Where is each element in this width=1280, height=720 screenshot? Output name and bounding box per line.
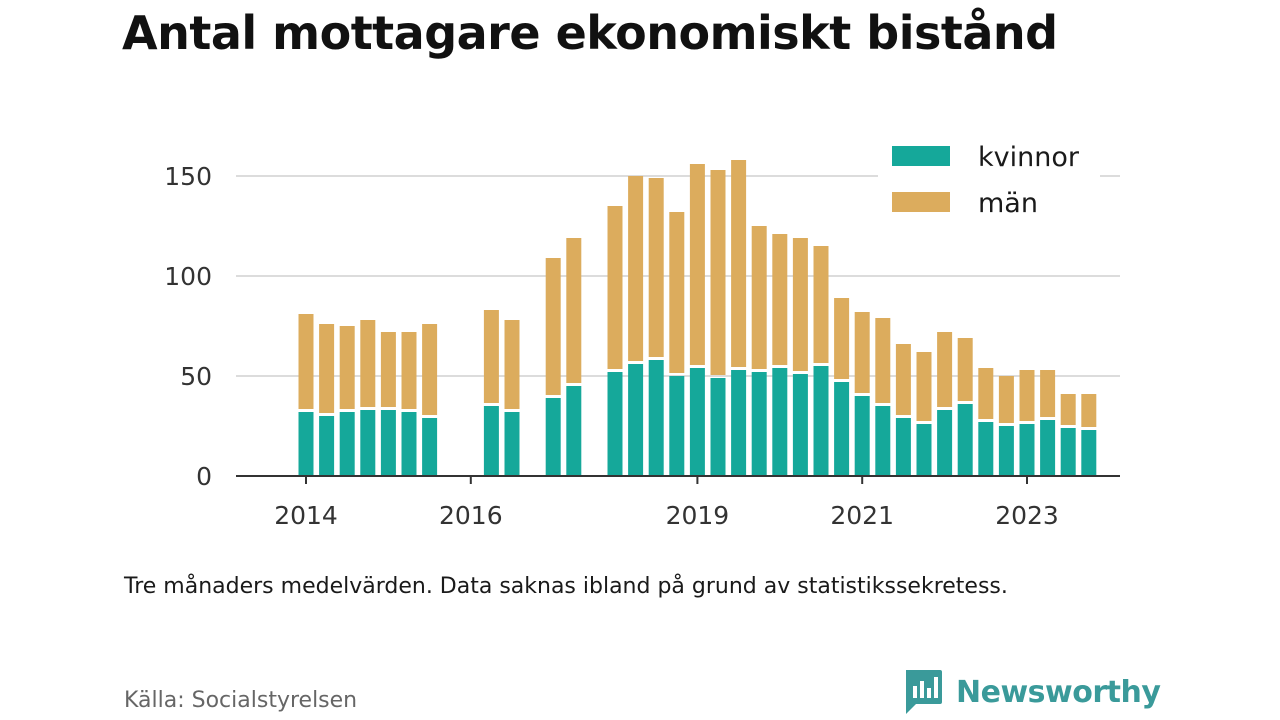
bar-män (504, 320, 520, 409)
bar-kvinnor (669, 376, 685, 476)
bar-kvinnor (731, 370, 747, 476)
bar-kvinnor (937, 410, 953, 476)
stacked-bar-chart: 0 50 100 150 2014 2016 2019 2021 2023 kvinnor män (164, 134, 1120, 530)
bar-män (937, 332, 953, 407)
bar-män (772, 234, 788, 365)
newsworthy-logo-icon (906, 670, 942, 714)
bar-män (483, 310, 499, 403)
bar-män (895, 344, 911, 415)
bar-kvinnor (978, 422, 994, 476)
bar-män (1081, 394, 1097, 427)
bar-män (710, 170, 726, 375)
bar-kvinnor (628, 364, 644, 476)
y-tick-label: 0 (196, 462, 212, 491)
chart-title: Antal mottagare ekonomiskt bistånd (122, 6, 1058, 60)
bar-kvinnor (751, 372, 767, 476)
x-tick-label: 2014 (274, 501, 338, 530)
bar-män (834, 298, 850, 379)
bar-kvinnor (1040, 420, 1056, 476)
bar-män (689, 164, 705, 365)
bar-kvinnor (895, 418, 911, 476)
bar-män (916, 352, 932, 421)
bar-män (401, 332, 417, 409)
bar-män (731, 160, 747, 367)
bar-kvinnor (607, 372, 623, 476)
bar-kvinnor (648, 360, 664, 476)
legend-label-kvinnor: kvinnor (978, 142, 1080, 173)
legend-label-män: män (978, 188, 1038, 219)
bar-kvinnor (380, 410, 396, 476)
bar-män (751, 226, 767, 369)
bar-kvinnor (689, 368, 705, 476)
bar-män (319, 324, 335, 413)
x-tick-label: 2016 (439, 501, 503, 530)
bar-män (1019, 370, 1035, 421)
newsworthy-logo: Newsworthy (902, 668, 1161, 716)
bar-kvinnor (772, 368, 788, 476)
bar-kvinnor (566, 386, 582, 476)
bar-kvinnor (834, 382, 850, 476)
legend-swatch-kvinnor (892, 146, 950, 166)
x-tick-label: 2023 (995, 501, 1059, 530)
bar-kvinnor (319, 416, 335, 476)
bar-kvinnor (957, 404, 973, 476)
bar-män (1060, 394, 1076, 425)
y-tick-label: 150 (164, 162, 212, 191)
bar-kvinnor (401, 412, 417, 476)
bar-män (422, 324, 438, 415)
bar-kvinnor (504, 412, 520, 476)
bar-män (854, 312, 870, 393)
brand-name: Newsworthy (956, 674, 1161, 710)
bar-män (875, 318, 891, 403)
bar-män (298, 314, 314, 409)
bar-kvinnor (854, 396, 870, 476)
bar-kvinnor (422, 418, 438, 476)
bar-män (628, 176, 644, 361)
x-tick-label: 2019 (666, 501, 730, 530)
bar-män (566, 238, 582, 383)
bar-kvinnor (1060, 428, 1076, 476)
bar-kvinnor (875, 406, 891, 476)
bar-män (607, 206, 623, 369)
bar-män (998, 376, 1014, 423)
legend-swatch-män (892, 192, 950, 212)
bar-kvinnor (545, 398, 561, 476)
bar-män (339, 326, 355, 409)
bar-kvinnor (916, 424, 932, 476)
axes: 0 50 100 150 2014 2016 2019 2021 2023 (164, 162, 1120, 530)
bar-män (957, 338, 973, 401)
bar-kvinnor (360, 410, 376, 476)
bar-män (813, 246, 829, 363)
bar-män (978, 368, 994, 419)
bar-kvinnor (1081, 430, 1097, 476)
bar-män (380, 332, 396, 407)
bar-kvinnor (339, 412, 355, 476)
x-tick-label: 2021 (830, 501, 894, 530)
y-tick-label: 50 (180, 362, 212, 391)
legend: kvinnor män (878, 134, 1100, 230)
bar-kvinnor (1019, 424, 1035, 476)
bar-kvinnor (298, 412, 314, 476)
bar-kvinnor (710, 378, 726, 476)
bars (298, 160, 1097, 476)
bar-kvinnor (813, 366, 829, 476)
bar-män (648, 178, 664, 357)
bar-kvinnor (483, 406, 499, 476)
bar-kvinnor (998, 426, 1014, 476)
bar-män (792, 238, 808, 371)
chart-note: Tre månaders medelvärden. Data saknas ib… (124, 574, 1008, 599)
bar-män (669, 212, 685, 373)
bar-män (360, 320, 376, 407)
bar-män (1040, 370, 1056, 417)
source-label: Källa: Socialstyrelsen (124, 688, 358, 713)
bar-män (545, 258, 561, 395)
y-tick-label: 100 (164, 262, 212, 291)
bar-kvinnor (792, 374, 808, 476)
